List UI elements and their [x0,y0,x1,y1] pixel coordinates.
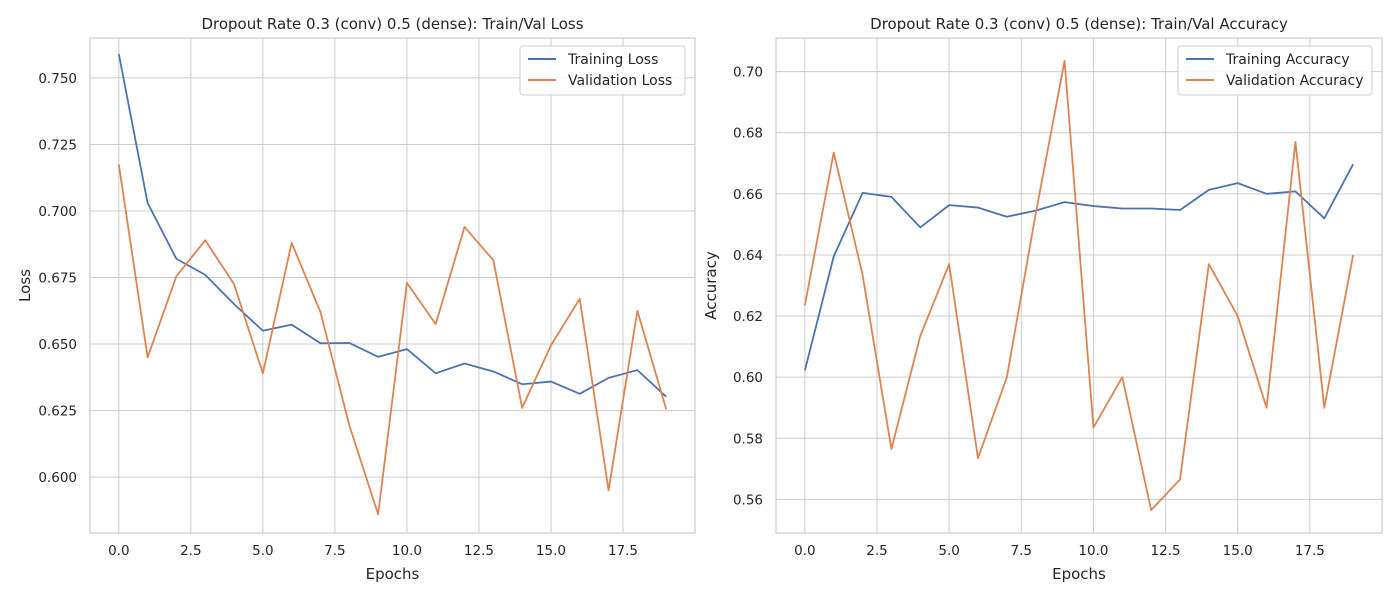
x-tick-label: 7.5 [1011,543,1032,559]
x-tick-label: 10.0 [1078,543,1108,559]
legend-label: Training Loss [567,52,658,68]
x-tick-label: 2.5 [180,543,201,559]
x-tick-label: 5.0 [938,543,959,559]
plot-frame [89,37,696,534]
y-tick-label: 0.600 [38,470,77,486]
series-line-validation [117,164,668,516]
x-tick-label: 7.5 [324,543,345,559]
y-tick-label: 0.60 [733,370,763,386]
y-tick-label: 0.700 [38,204,77,220]
legend: Training Loss Validation Loss [519,45,686,96]
chart-panel-1: 0.0 2.5 5.0 7.5 10.0 12.5 15.0 17.5 0.600 0.625 0.… [16,15,696,583]
x-tick-label: 15.0 [1223,543,1253,559]
x-tick-label: 17.5 [608,543,638,559]
series-line-validation [803,60,1355,511]
y-tick-label: 0.64 [733,248,763,264]
x-tick-label: 2.5 [866,543,887,559]
x-tick-label: 12.5 [464,543,494,559]
x-axis-label: Epochs [366,565,420,583]
series-line-training [803,163,1354,371]
y-tick-label: 0.68 [733,126,763,142]
y-axis-label: Loss [16,269,34,302]
y-tick-label: 0.62 [733,309,763,325]
plot-frame [775,37,1383,534]
y-tick-label: 0.58 [733,431,763,447]
series-line-training [117,53,667,398]
y-tick-label: 0.725 [38,137,77,153]
y-tick-label: 0.675 [38,271,77,287]
y-tick-label: 0.56 [733,492,763,508]
x-tick-label: 0.0 [794,543,815,559]
legend: Training Accuracy Validation Accuracy [1177,45,1373,96]
x-tick-label: 12.5 [1151,543,1181,559]
x-axis-label: Epochs [1052,565,1106,583]
legend-label: Validation Loss [568,73,672,89]
y-tick-label: 0.750 [38,71,77,87]
x-tick-label: 10.0 [392,543,422,559]
legend-box [1177,45,1373,96]
x-tick-label: 0.0 [108,543,129,559]
x-tick-label: 5.0 [252,543,273,559]
y-axis-label: Accuracy [702,251,720,320]
chart-panel-2: 0.0 2.5 5.0 7.5 10.0 12.5 15.0 17.5 0.56 0.58 0.60… [702,15,1383,583]
legend-label: Validation Accuracy [1226,73,1364,89]
y-tick-label: 0.650 [38,337,77,353]
y-tick-label: 0.70 [733,65,763,81]
chart-title: Dropout Rate 0.3 (conv) 0.5 (dense): Tra… [870,15,1288,33]
legend-box [519,45,686,96]
y-tick-label: 0.625 [38,404,77,420]
x-tick-label: 15.0 [536,543,566,559]
x-tick-label: 17.5 [1295,543,1325,559]
legend-label: Training Accuracy [1225,52,1350,68]
chart-title: Dropout Rate 0.3 (conv) 0.5 (dense): Tra… [201,15,583,33]
y-tick-label: 0.66 [733,187,763,203]
